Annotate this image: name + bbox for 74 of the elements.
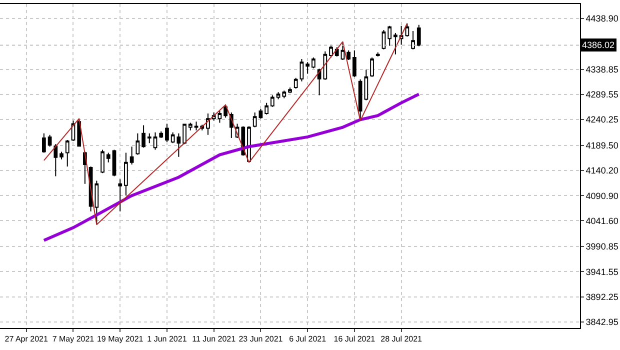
candlestick (206, 113, 210, 136)
candlestick (288, 87, 292, 94)
candlestick (294, 77, 298, 90)
x-tick-label: 7 May 2021 (52, 334, 95, 344)
candlestick (329, 44, 333, 58)
y-tick-label: 3941.55 (586, 266, 618, 277)
ref-line-label: 4386.02 (582, 40, 615, 50)
y-tick-label: 4140.20 (586, 166, 618, 176)
candlestick (77, 118, 82, 148)
candlestick (176, 132, 181, 158)
y-tick-label: 4041.60 (586, 216, 618, 226)
y-tick-label: 4438.90 (586, 13, 618, 24)
candlestick (60, 151, 64, 160)
x-tick-label: 27 Apr 2021 (4, 334, 48, 344)
candlestick (130, 146, 134, 165)
candlestick (112, 149, 116, 177)
candlestick (300, 58, 304, 82)
candlestick (165, 123, 169, 143)
candlestick (182, 123, 186, 145)
candlestick (276, 92, 280, 100)
x-tick-label: 6 Jul 2021 (289, 334, 327, 344)
candlestick (340, 41, 345, 61)
candlestick (346, 50, 351, 61)
y-tick-label: 4240.25 (586, 114, 618, 125)
candlestick (323, 50, 328, 80)
y-tick-label: 4189.50 (586, 140, 618, 151)
candlestick (388, 25, 392, 46)
candlestick (100, 149, 104, 174)
candlestick (218, 110, 222, 124)
candlestick (188, 122, 192, 131)
y-tick-label: 3990.85 (586, 242, 618, 252)
candlestick (416, 24, 421, 47)
candlestick (394, 32, 398, 55)
candlestick (370, 56, 374, 78)
candlestick (376, 52, 380, 57)
candlestick (252, 112, 257, 128)
candlestick (48, 134, 52, 148)
candlestick (124, 152, 128, 196)
candlestick (270, 94, 274, 108)
y-tick-label: 4338.85 (586, 64, 618, 74)
y-tick-label: 4090.90 (586, 190, 618, 201)
x-tick-label: 1 Jun 2021 (147, 334, 188, 344)
x-tick-label: 19 May 2021 (96, 334, 144, 344)
candlestick (42, 132, 46, 154)
candlestick (317, 68, 322, 96)
x-tick-label: 28 Jul 2021 (380, 334, 423, 344)
candlestick (306, 62, 310, 74)
y-tick-label: 3892.25 (586, 292, 618, 302)
candlestick (352, 50, 356, 78)
candlestick (194, 121, 198, 131)
line-series (43, 22, 408, 226)
candlestick (65, 140, 70, 168)
candlestick (411, 30, 415, 50)
candlestick (142, 124, 146, 148)
candlestick (147, 132, 152, 144)
x-tick-label: 16 Jul 2021 (334, 334, 376, 344)
candlestick (224, 104, 228, 118)
candlestick (282, 90, 286, 99)
candlestick (264, 102, 268, 116)
candlestick (54, 144, 58, 177)
candlestick (364, 69, 368, 101)
candlestick (153, 132, 158, 150)
candlestick (106, 152, 110, 163)
candlestick (136, 132, 140, 156)
x-tick-label: 11 Jun 2021 (192, 334, 236, 344)
candlestick (258, 108, 263, 120)
candlestick (159, 130, 164, 138)
line-series (42, 92, 420, 242)
candlestick (118, 178, 122, 212)
candlestick (312, 56, 316, 69)
y-tick-label: 4289.55 (586, 90, 618, 100)
y-tick-label: 3842.95 (586, 317, 618, 328)
candlestick (170, 132, 175, 144)
x-tick-label: 23 Jun 2021 (238, 334, 284, 344)
